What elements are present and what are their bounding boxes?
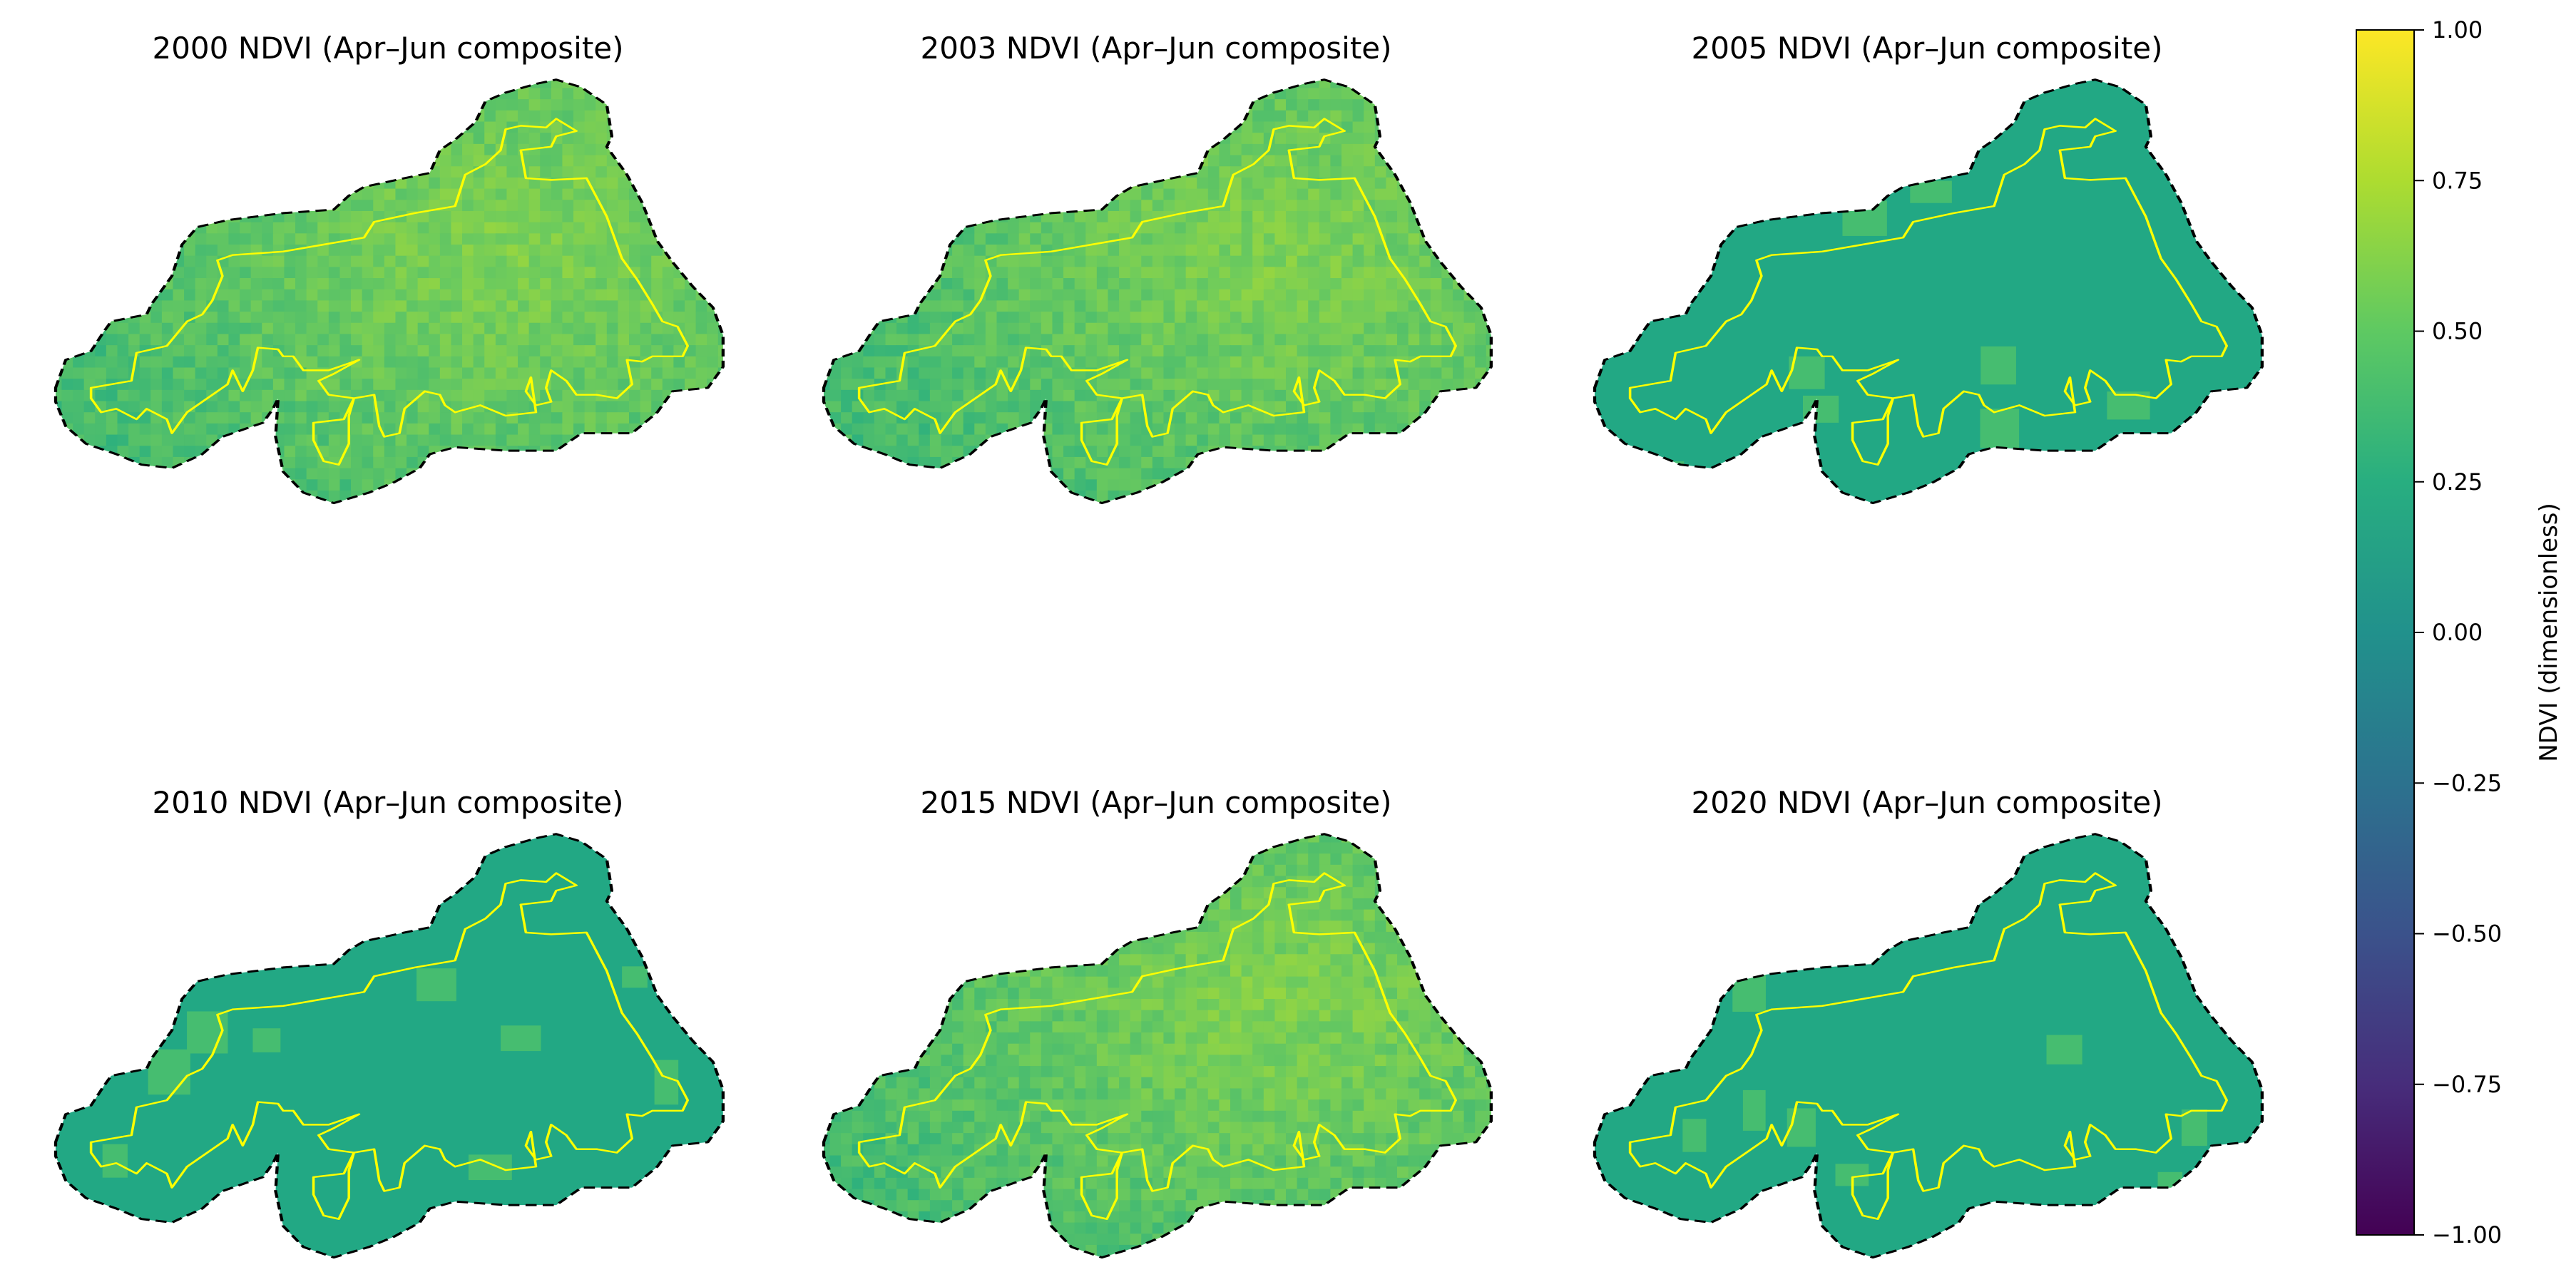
map-panel-2000: 2000 NDVI (Apr–Jun composite): [51, 31, 730, 513]
panel-title: 2005 NDVI (Apr–Jun composite): [1691, 31, 2162, 66]
map-panel-2003: 2003 NDVI (Apr–Jun composite): [819, 31, 1498, 513]
colorbar-tick-label: 0.25: [2432, 468, 2483, 496]
panel-title: 2000 NDVI (Apr–Jun composite): [152, 31, 623, 66]
colorbar-tick-label: 0.75: [2432, 167, 2483, 194]
colorbar: 1.00 0.75 0.50 0.25 0.00 −0.25 −0.50 −0.75 −1.00…: [2356, 16, 2563, 1248]
panel-title: 2020 NDVI (Apr–Jun composite): [1691, 785, 2162, 820]
colorbar-tick-label: 0.50: [2432, 318, 2483, 345]
colorbar-gradient: [2356, 30, 2414, 1235]
map-panel-2020: 2020 NDVI (Apr–Jun composite): [1590, 785, 2267, 1261]
colorbar-tick-label: −0.50: [2432, 920, 2502, 948]
map-panel-2005: 2005 NDVI (Apr–Jun composite): [1590, 31, 2267, 507]
map-panel-2010: 2010 NDVI (Apr–Jun composite): [51, 785, 728, 1261]
ndvi-raster: [51, 77, 730, 513]
panel-title: 2003 NDVI (Apr–Jun composite): [920, 31, 1391, 66]
map-panel-2015: 2015 NDVI (Apr–Jun composite): [819, 785, 1498, 1268]
ndvi-raster: [819, 831, 1498, 1268]
ndvi-raster: [1590, 77, 2267, 507]
colorbar-label: NDVI (dimensionless): [2535, 503, 2563, 762]
ndvi-raster: [51, 831, 728, 1261]
panel-title: 2015 NDVI (Apr–Jun composite): [920, 785, 1391, 820]
colorbar-tick-label: −0.75: [2432, 1071, 2502, 1098]
ndvi-raster: [819, 77, 1498, 513]
colorbar-tick-label: 0.00: [2432, 619, 2483, 646]
panel-title: 2010 NDVI (Apr–Jun composite): [152, 785, 623, 820]
colorbar-tick-label: −1.00: [2432, 1221, 2502, 1248]
ndvi-raster: [1590, 831, 2267, 1261]
colorbar-tick-label: 1.00: [2432, 16, 2483, 43]
colorbar-tick-label: −0.25: [2432, 769, 2502, 796]
